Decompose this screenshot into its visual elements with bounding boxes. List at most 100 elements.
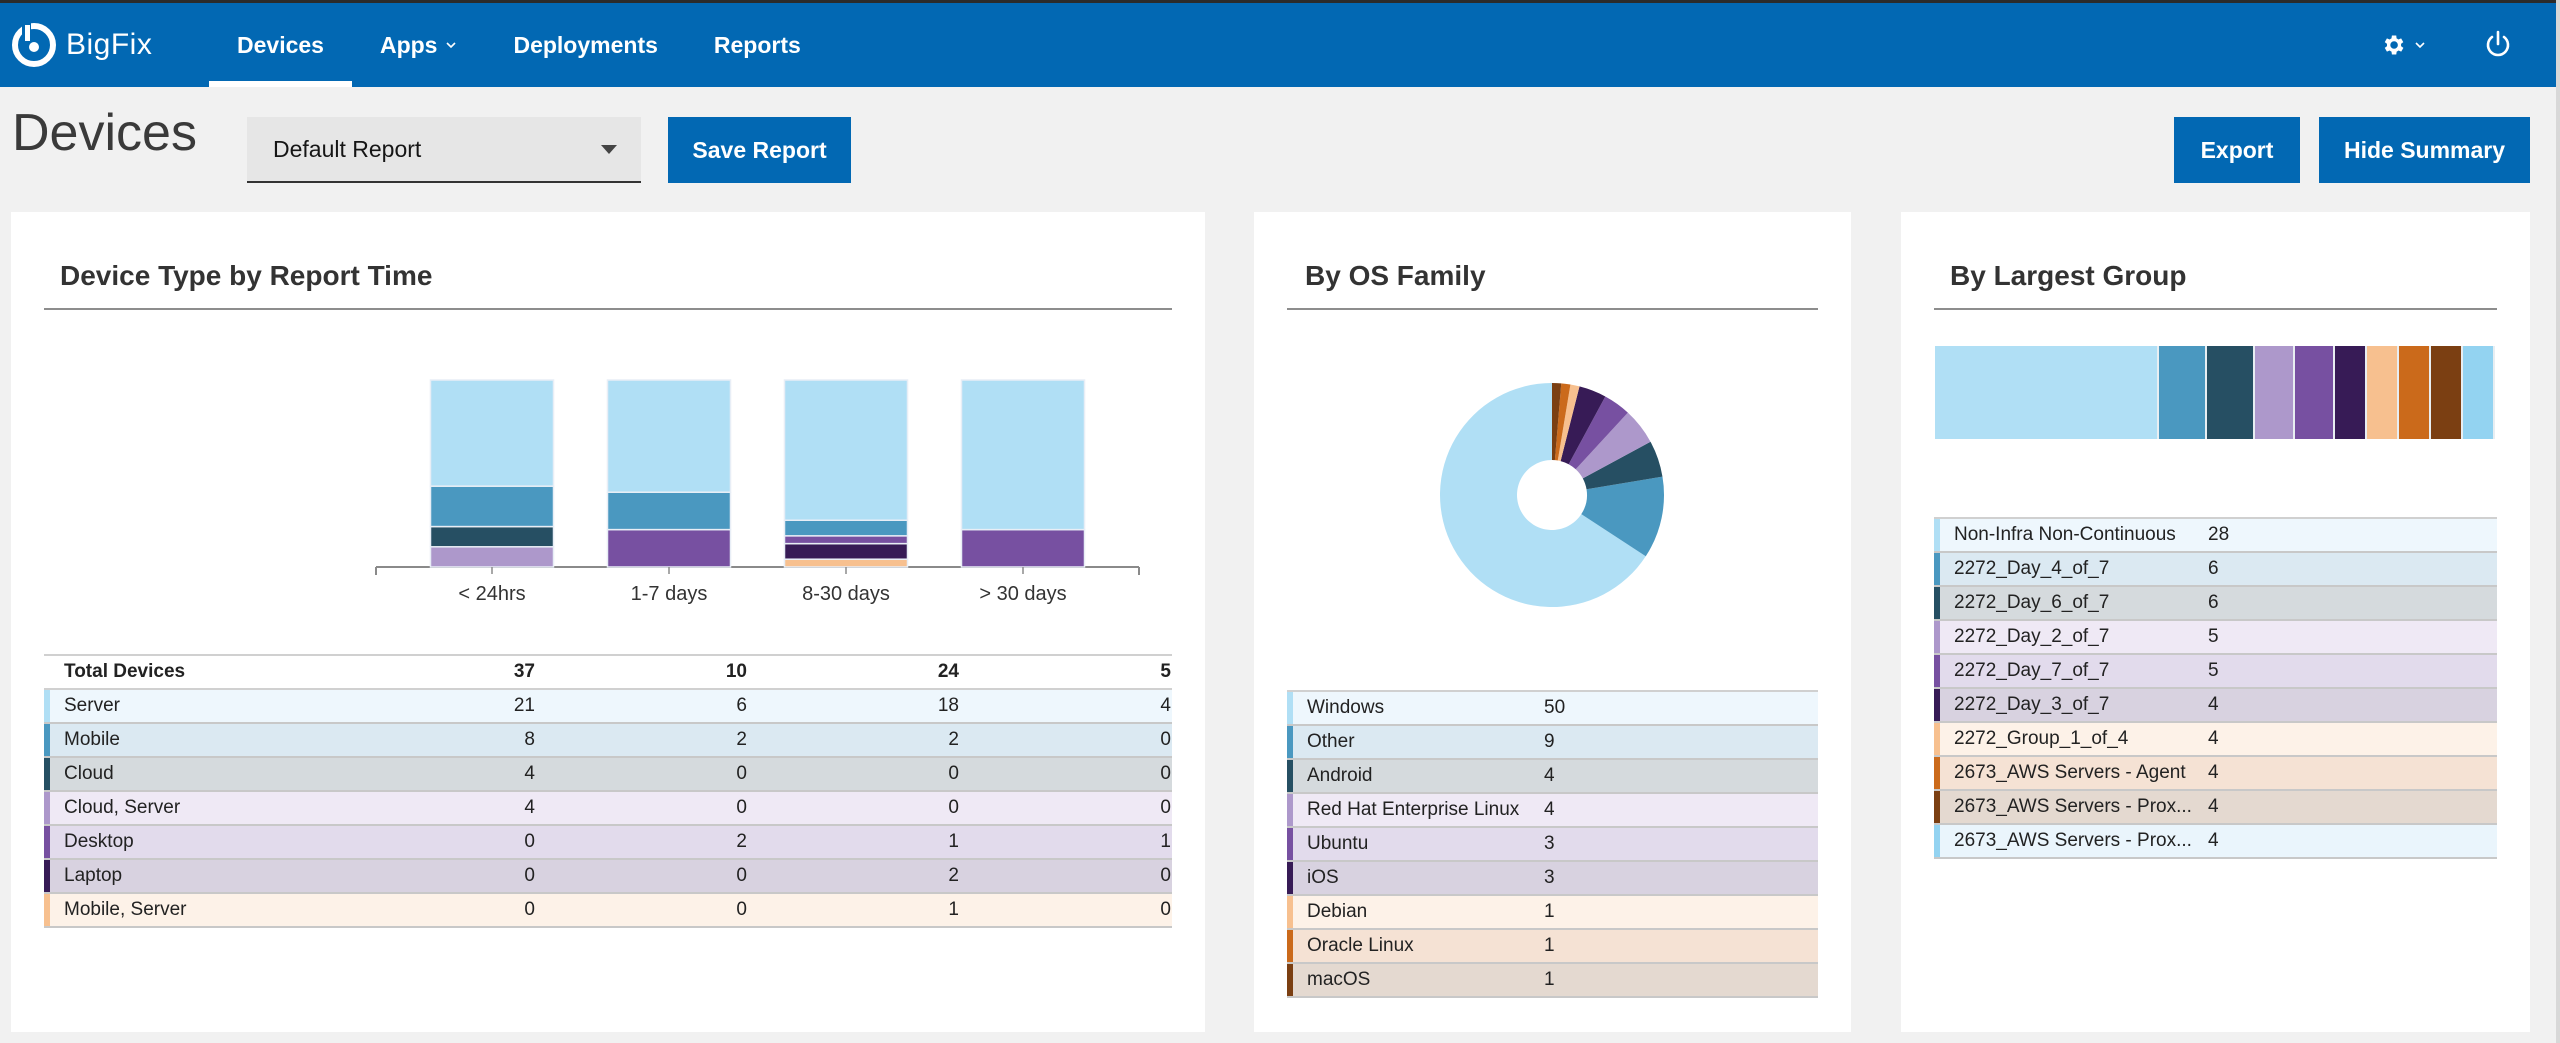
table-row[interactable]: Windows 50 (1287, 692, 1818, 726)
table-row[interactable]: 2673_AWS Servers - Prox... 4 (1934, 825, 2497, 859)
group-segment-3[interactable] (2207, 346, 2255, 439)
donut-slice-ios[interactable] (1560, 386, 1606, 465)
largest-group-card: By Largest Group Non-Infra Non-Continuou… (1901, 212, 2530, 1032)
nav-apps[interactable]: Apps (352, 3, 486, 87)
chevron-down-icon (446, 42, 457, 49)
nav-deployments[interactable]: Deployments (485, 3, 685, 87)
bar-segment-cloud[interactable] (429, 525, 555, 548)
bar-segment-laptop[interactable] (783, 542, 909, 560)
app-window: BigFix Devices Apps Deployments Reports … (0, 3, 2556, 1043)
nav-reports[interactable]: Reports (686, 3, 829, 87)
row-color-swatch (1287, 862, 1293, 894)
row-label: 2272_Day_6_of_7 (1954, 592, 2110, 613)
row-value: 2 (736, 831, 747, 852)
table-row[interactable]: 2673_AWS Servers - Agent 4 (1934, 757, 2497, 791)
donut-slice-red-hat-enterprise-linux[interactable] (1575, 412, 1651, 479)
bar-segment-server[interactable] (783, 379, 909, 521)
settings-menu[interactable] (2380, 32, 2426, 58)
bar-segment-mobile[interactable] (429, 485, 555, 528)
bar-segment-server[interactable] (960, 379, 1086, 531)
card-divider (1287, 308, 1818, 310)
bar-segment-desktop[interactable] (606, 528, 732, 568)
group-segment-10[interactable] (2463, 346, 2495, 439)
background-window-edge (2556, 0, 2560, 1043)
group-segment-1[interactable] (1935, 346, 2159, 439)
bar-segment-server[interactable] (606, 379, 732, 493)
table-row[interactable]: iOS 3 (1287, 862, 1818, 896)
donut-slice-macos[interactable] (1552, 383, 1562, 461)
table-row[interactable]: Oracle Linux 1 (1287, 930, 1818, 964)
row-label: Debian (1307, 901, 1368, 922)
bar-segment-mobile[interactable] (606, 491, 732, 531)
group-segment-9[interactable] (2431, 346, 2463, 439)
table-row[interactable]: 2272_Day_4_of_7 6 (1934, 553, 2497, 587)
row-value: 24 (937, 661, 959, 682)
donut-slice-android[interactable] (1582, 441, 1663, 490)
device-type-table: Total Devices 37 10 24 5 Server 21 6 18 4 Mobile 8 2… (44, 654, 1172, 928)
row-color-swatch (1934, 723, 1940, 755)
row-value: 28 (2208, 524, 2230, 545)
report-select[interactable]: Default Report (247, 117, 641, 183)
row-value: 8 (524, 729, 535, 750)
row-label: 2673_AWS Servers - Agent (1954, 762, 2186, 783)
table-row[interactable]: Debian 1 (1287, 896, 1818, 930)
row-value: 0 (1160, 865, 1171, 886)
table-row[interactable]: Other 9 (1287, 726, 1818, 760)
bar-segment-desktop[interactable] (960, 528, 1086, 568)
donut-slice-windows[interactable] (1440, 383, 1646, 607)
row-value: 4 (2208, 796, 2219, 817)
group-segment-7[interactable] (2367, 346, 2399, 439)
row-value: 0 (736, 899, 747, 920)
row-label: macOS (1307, 969, 1371, 990)
donut-slice-debian[interactable] (1557, 384, 1580, 462)
table-row: Desktop 0 2 1 1 (44, 826, 1172, 860)
table-row[interactable]: macOS 1 (1287, 964, 1818, 998)
donut-slice-ubuntu[interactable] (1568, 396, 1628, 470)
bar-segment-mobile[interactable] (783, 519, 909, 537)
nav-devices[interactable]: Devices (209, 3, 352, 87)
table-row[interactable]: 2272_Day_6_of_7 6 (1934, 587, 2497, 621)
table-row[interactable]: Non-Infra Non-Continuous 28 (1934, 519, 2497, 553)
brand[interactable]: BigFix (12, 23, 152, 67)
largest-group-table: Non-Infra Non-Continuous 28 2272_Day_4_of_… (1934, 517, 2497, 859)
export-button[interactable]: Export (2174, 117, 2300, 183)
row-value: 1 (1544, 969, 1555, 990)
row-label: Red Hat Enterprise Linux (1307, 799, 1520, 820)
bar-segment-mobile-server[interactable] (783, 558, 909, 568)
row-color-swatch (44, 758, 50, 790)
table-row[interactable]: 2272_Day_2_of_7 5 (1934, 621, 2497, 655)
group-segment-8[interactable] (2399, 346, 2431, 439)
row-color-swatch (1934, 587, 1940, 619)
total-row: Total Devices 37 10 24 5 (44, 656, 1172, 690)
bar-segment-server[interactable] (429, 379, 555, 487)
row-label: Other (1307, 731, 1355, 752)
row-value: 0 (524, 865, 535, 886)
group-segment-5[interactable] (2295, 346, 2335, 439)
donut-slice-other[interactable] (1581, 476, 1664, 557)
bar-segment-desktop[interactable] (783, 535, 909, 545)
table-row[interactable]: Red Hat Enterprise Linux 4 (1287, 794, 1818, 828)
row-value: 4 (2208, 762, 2219, 783)
row-color-swatch (1287, 760, 1293, 792)
row-value: 4 (2208, 728, 2219, 749)
group-segment-2[interactable] (2159, 346, 2207, 439)
group-segment-4[interactable] (2255, 346, 2295, 439)
table-row[interactable]: Android 4 (1287, 760, 1818, 794)
table-row: Mobile 8 2 2 0 (44, 724, 1172, 758)
hide-summary-button[interactable]: Hide Summary (2319, 117, 2530, 183)
donut-slice-oracle-linux[interactable] (1554, 383, 1571, 461)
power-icon[interactable] (2484, 30, 2512, 60)
table-row[interactable]: 2272_Day_3_of_7 4 (1934, 689, 2497, 723)
row-label: 2272_Day_4_of_7 (1954, 558, 2110, 579)
bar-segment-cloud-server[interactable] (429, 546, 555, 568)
table-row[interactable]: 2272_Day_7_of_7 5 (1934, 655, 2497, 689)
table-row[interactable]: 2673_AWS Servers - Prox... 4 (1934, 791, 2497, 825)
table-row[interactable]: Ubuntu 3 (1287, 828, 1818, 862)
group-segment-6[interactable] (2335, 346, 2367, 439)
save-report-button[interactable]: Save Report (668, 117, 851, 183)
row-label: Mobile (64, 729, 120, 750)
row-label: 2272_Day_2_of_7 (1954, 626, 2110, 647)
table-row[interactable]: 2272_Group_1_of_4 4 (1934, 723, 2497, 757)
row-label: 2272_Day_7_of_7 (1954, 660, 2110, 681)
row-label: 2272_Day_3_of_7 (1954, 694, 2110, 715)
